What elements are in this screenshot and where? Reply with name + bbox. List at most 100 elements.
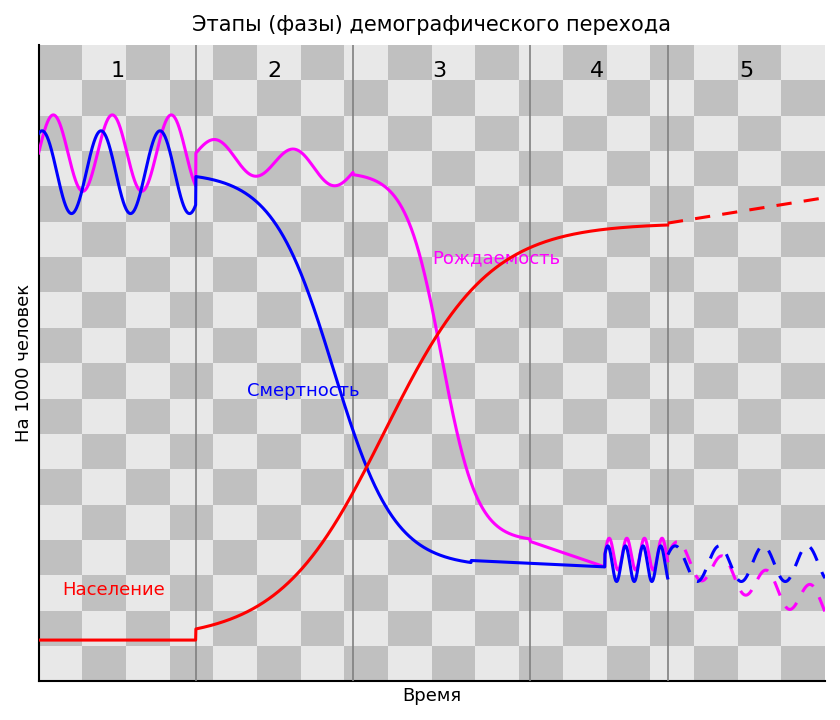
Bar xyxy=(257,80,301,116)
Bar xyxy=(432,80,475,116)
Bar xyxy=(738,257,781,292)
Bar xyxy=(257,292,301,328)
Bar xyxy=(39,469,82,505)
Bar xyxy=(694,151,738,186)
Bar xyxy=(39,575,82,611)
Bar xyxy=(563,328,606,363)
Bar xyxy=(82,45,126,80)
Bar xyxy=(126,257,170,292)
Text: 3: 3 xyxy=(433,60,447,81)
Bar xyxy=(344,151,388,186)
Bar xyxy=(39,328,82,363)
Bar xyxy=(650,434,694,469)
Bar xyxy=(344,575,388,611)
Bar xyxy=(257,186,301,222)
Title: Этапы (фазы) демографического перехода: Этапы (фазы) демографического перехода xyxy=(192,15,671,35)
Bar xyxy=(39,540,82,575)
Bar xyxy=(257,646,301,681)
Bar xyxy=(344,222,388,257)
Bar xyxy=(126,575,170,611)
Bar xyxy=(563,469,606,505)
Bar xyxy=(650,399,694,434)
Bar xyxy=(170,80,213,116)
Bar xyxy=(82,575,126,611)
Bar xyxy=(475,540,519,575)
Bar xyxy=(519,328,563,363)
Bar xyxy=(650,540,694,575)
Bar xyxy=(650,116,694,151)
Bar xyxy=(781,469,825,505)
Bar xyxy=(170,186,213,222)
Bar xyxy=(126,469,170,505)
Bar xyxy=(606,469,650,505)
Bar xyxy=(475,292,519,328)
Bar xyxy=(650,505,694,540)
Bar xyxy=(213,116,257,151)
Bar xyxy=(126,434,170,469)
Bar xyxy=(126,646,170,681)
Bar xyxy=(519,80,563,116)
Bar xyxy=(519,434,563,469)
Bar xyxy=(39,434,82,469)
Y-axis label: На 1000 человек: На 1000 человек xyxy=(15,284,33,442)
Bar xyxy=(82,186,126,222)
Bar xyxy=(344,646,388,681)
Bar xyxy=(432,45,475,80)
Bar xyxy=(694,469,738,505)
Bar xyxy=(257,363,301,399)
Bar xyxy=(170,45,213,80)
Bar xyxy=(519,646,563,681)
Bar xyxy=(563,257,606,292)
Bar xyxy=(738,575,781,611)
Bar xyxy=(301,328,344,363)
Bar xyxy=(781,646,825,681)
Bar xyxy=(650,186,694,222)
Bar xyxy=(170,328,213,363)
Bar xyxy=(781,611,825,646)
Bar xyxy=(738,222,781,257)
Bar xyxy=(781,116,825,151)
Bar xyxy=(475,151,519,186)
Bar xyxy=(650,80,694,116)
Bar xyxy=(606,434,650,469)
Text: Население: Население xyxy=(62,581,165,599)
Bar xyxy=(694,505,738,540)
Bar xyxy=(606,116,650,151)
Bar xyxy=(213,222,257,257)
Bar xyxy=(563,45,606,80)
Bar xyxy=(388,186,432,222)
Bar xyxy=(781,505,825,540)
Bar xyxy=(126,611,170,646)
Bar xyxy=(301,505,344,540)
Bar xyxy=(694,222,738,257)
Bar xyxy=(606,328,650,363)
Bar xyxy=(126,186,170,222)
Bar xyxy=(344,292,388,328)
Bar xyxy=(301,257,344,292)
Bar xyxy=(170,363,213,399)
Bar xyxy=(475,505,519,540)
Bar xyxy=(39,80,82,116)
Bar xyxy=(738,363,781,399)
Bar xyxy=(170,434,213,469)
Bar xyxy=(126,116,170,151)
Bar xyxy=(170,292,213,328)
Bar xyxy=(694,257,738,292)
Bar xyxy=(563,399,606,434)
Bar xyxy=(694,434,738,469)
Bar xyxy=(257,505,301,540)
Bar xyxy=(344,611,388,646)
Bar xyxy=(257,469,301,505)
Bar xyxy=(606,292,650,328)
Bar xyxy=(257,116,301,151)
Bar xyxy=(388,646,432,681)
Bar xyxy=(738,80,781,116)
Bar xyxy=(694,45,738,80)
Bar xyxy=(170,116,213,151)
Bar xyxy=(39,505,82,540)
Bar xyxy=(650,45,694,80)
Bar xyxy=(388,116,432,151)
Text: 1: 1 xyxy=(110,60,124,81)
Bar xyxy=(694,611,738,646)
X-axis label: Время: Время xyxy=(402,687,461,705)
